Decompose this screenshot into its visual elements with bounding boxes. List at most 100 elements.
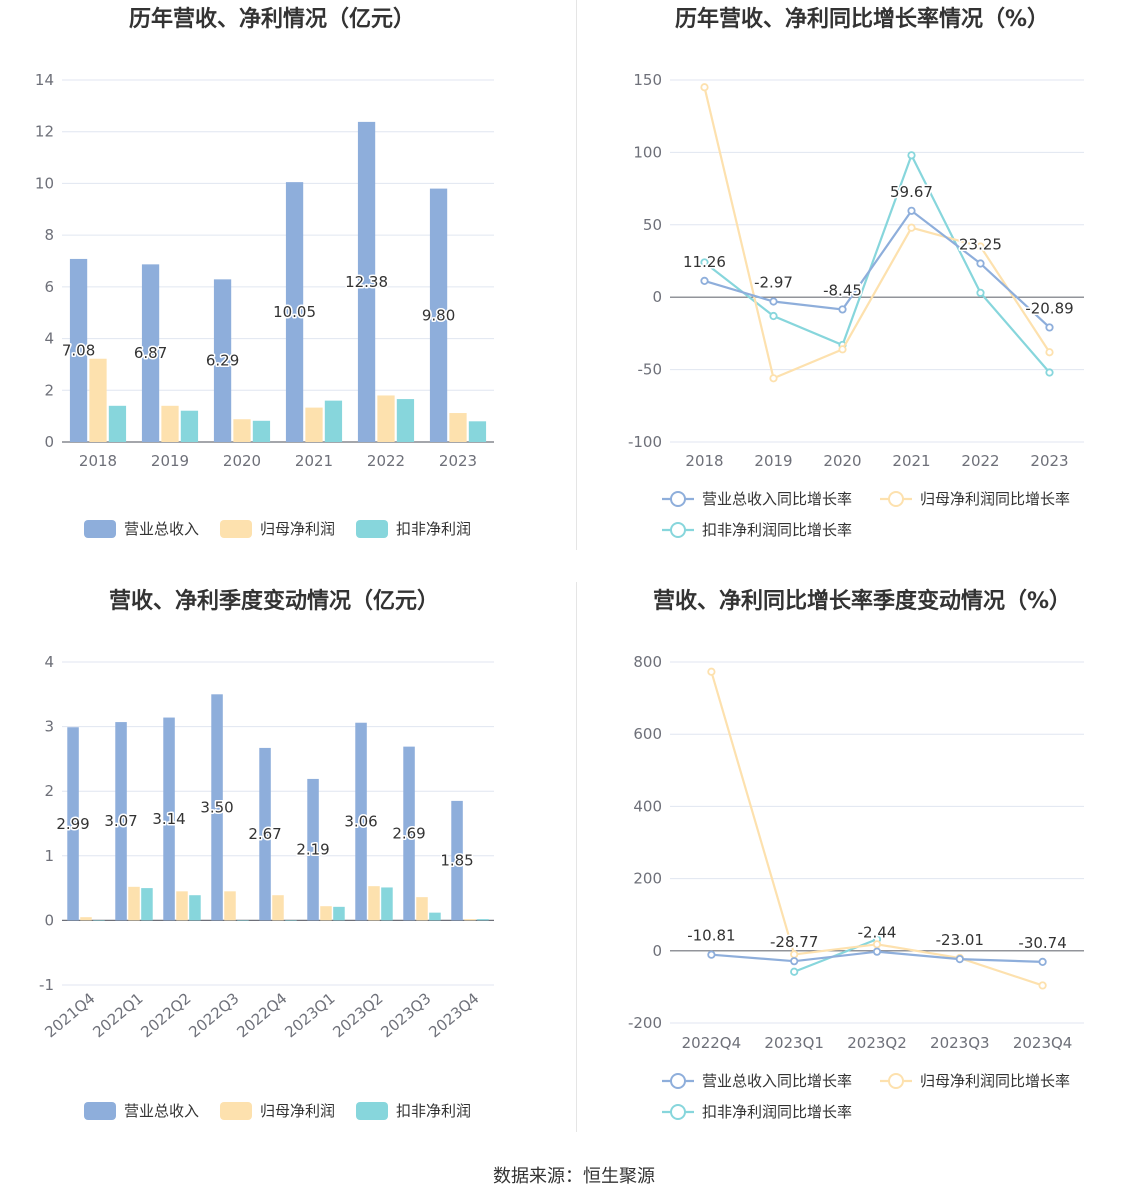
legend-swatch xyxy=(670,491,686,507)
legend-swatch xyxy=(888,491,904,507)
data-label: 9.80 xyxy=(422,306,455,324)
y-tick-label: -200 xyxy=(628,1014,662,1032)
data-point xyxy=(790,950,799,959)
data-point xyxy=(700,258,709,267)
legend-swatch xyxy=(220,1102,252,1120)
x-tick-label: 2023Q4 xyxy=(425,989,482,1041)
data-point xyxy=(1045,348,1054,357)
bar xyxy=(67,727,79,921)
data-label: -10.81 xyxy=(687,927,735,945)
bar-series xyxy=(93,887,489,921)
bar xyxy=(449,413,467,442)
bar xyxy=(69,258,88,442)
data-point xyxy=(907,223,916,232)
chart-quarterly-revenue-profit: 营收、净利季度变动情况（亿元） -1 0 1 2 3 4 2021Q4 2022Q1 2022Q2… xyxy=(0,582,578,1142)
data-label: 3.14 xyxy=(152,810,185,828)
legend-label: 归母净利润同比增长率 xyxy=(920,1072,1070,1090)
bar xyxy=(80,917,92,921)
chart-title: 历年营收、净利同比增长率情况（%） xyxy=(675,6,1049,32)
x-tick-label: 2023 xyxy=(1030,452,1068,470)
legend-item: 归母净利润同比增长率 xyxy=(880,490,1070,508)
legend-item: 扣非净利润同比增长率 xyxy=(662,521,852,539)
bar xyxy=(89,358,107,442)
bar xyxy=(355,722,367,921)
data-label: 59.67 xyxy=(890,183,933,201)
data-label: 23.25 xyxy=(959,236,1002,254)
x-tick-label: 2023Q2 xyxy=(847,1034,907,1052)
legend-label: 扣非净利润同比增长率 xyxy=(702,521,852,539)
data-point xyxy=(707,667,716,676)
legend-label: 营业总收入同比增长率 xyxy=(702,1072,852,1090)
bar xyxy=(259,747,271,921)
x-tick-label: 2022Q3 xyxy=(185,989,242,1041)
bar xyxy=(237,920,249,921)
data-point xyxy=(907,206,916,215)
chart-svg: 历年营收、净利情况（亿元） 0 2 4 6 8 10 12 14 2018 2019 2020 2021… xyxy=(35,6,494,538)
bar xyxy=(213,279,232,442)
x-tick-label: 2023Q3 xyxy=(930,1034,990,1052)
legend: 营业总收入 归母净利润 扣非净利润 xyxy=(84,1102,471,1120)
bar xyxy=(368,886,380,921)
data-point xyxy=(838,305,847,314)
bar-series xyxy=(80,886,476,921)
legend-label: 扣非净利润 xyxy=(396,520,471,538)
data-label: -20.89 xyxy=(1025,299,1073,317)
data-point xyxy=(769,374,778,383)
bar xyxy=(396,399,415,442)
y-tick-label: 10 xyxy=(35,174,54,192)
bar xyxy=(211,694,223,921)
bar xyxy=(324,400,343,442)
x-tick-label: 2020 xyxy=(823,452,861,470)
data-point xyxy=(955,955,964,964)
bar xyxy=(115,722,127,921)
chart-annual-revenue-profit: 历年营收、净利情况（亿元） 0 2 4 6 8 10 12 14 2018 2019 2020 2021… xyxy=(0,0,578,550)
bar xyxy=(108,405,127,442)
bar xyxy=(464,919,476,921)
data-point xyxy=(707,950,716,959)
legend-swatch xyxy=(356,1102,388,1120)
x-tick-label: 2022Q4 xyxy=(682,1034,742,1052)
data-label: -2.44 xyxy=(858,924,897,942)
bar xyxy=(141,888,153,921)
bar xyxy=(141,264,160,442)
data-point xyxy=(872,940,882,949)
bar xyxy=(285,920,297,921)
y-tick-label: -50 xyxy=(638,361,663,379)
y-tick-label: 600 xyxy=(633,725,662,743)
data-point xyxy=(907,151,916,160)
legend-item: 扣非净利润同比增长率 xyxy=(662,1103,852,1121)
legend-item: 营业总收入同比增长率 xyxy=(662,490,852,508)
bar xyxy=(93,920,105,921)
legend-item: 营业总收入 xyxy=(84,520,199,538)
y-tick-label: 800 xyxy=(633,653,662,671)
data-point xyxy=(976,259,985,268)
y-tick-label: 50 xyxy=(643,216,662,234)
x-tick-label: 2022Q2 xyxy=(137,989,194,1041)
data-point xyxy=(872,947,882,956)
legend-swatch xyxy=(220,520,252,538)
legend-swatch xyxy=(84,520,116,538)
data-label: 3.06 xyxy=(344,813,377,831)
legend-label: 扣非净利润同比增长率 xyxy=(702,1103,852,1121)
y-tick-label: 6 xyxy=(44,278,54,296)
bar xyxy=(128,886,140,921)
bar xyxy=(381,887,393,921)
data-label: 11.26 xyxy=(683,253,726,271)
data-label: 10.05 xyxy=(273,303,316,321)
legend-label: 扣非净利润 xyxy=(396,1102,471,1120)
y-tick-label: 0 xyxy=(44,911,54,929)
data-point xyxy=(790,967,799,976)
bar xyxy=(305,407,323,442)
bar xyxy=(357,121,376,442)
x-tick-label: 2021 xyxy=(892,452,930,470)
chart-svg: 历年营收、净利同比增长率情况（%） -100 -50 0 50 100 150 2018 201… xyxy=(628,6,1084,539)
data-point xyxy=(1045,368,1054,377)
data-label: -23.01 xyxy=(936,931,984,949)
bar-series xyxy=(108,399,487,442)
legend-label: 归母净利润同比增长率 xyxy=(920,490,1070,508)
gridlines xyxy=(62,79,494,443)
bar xyxy=(468,421,487,442)
legend-swatch xyxy=(670,1104,686,1120)
